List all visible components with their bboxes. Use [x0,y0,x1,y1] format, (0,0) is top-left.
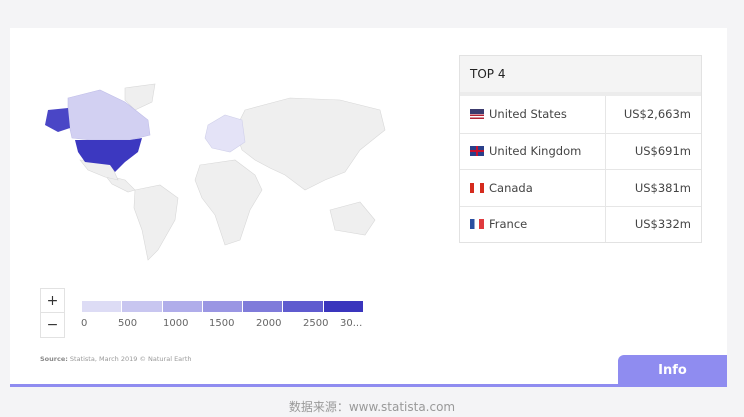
legend-swatch [122,301,162,312]
legend-swatch [243,301,283,312]
table-row: United States US$2,663m [460,96,701,133]
greenland [124,83,156,111]
legend-tick: 2500 [303,318,329,329]
table-row: United Kingdom US$691m [460,132,701,169]
legend-tick: 0 [81,318,88,329]
australia [329,201,376,236]
legend-swatch [82,301,122,312]
flag-fr-icon [470,219,484,230]
zoom-out-button[interactable]: − [46,317,59,333]
value-cell: US$691m [634,144,691,159]
flag-uk-icon [470,146,484,157]
legend-swatch [202,301,243,312]
value-cell: US$2,663m [623,107,691,122]
country-name: France [489,217,528,232]
country-cell: United Kingdom [460,133,606,169]
europe [204,114,246,153]
table-row: Canada US$381m [460,169,701,206]
source-label: Source: [40,355,68,363]
source-text: Statista, March 2019 © Natural Earth [67,355,192,363]
flag-us-icon [470,109,484,120]
info-button[interactable]: Info [618,355,727,387]
country-cell: Canada [460,170,606,206]
asia [234,97,386,191]
legend-tick: 1000 [163,318,189,329]
source-note: Source: Statista, March 2019 © Natural E… [40,355,192,363]
value-cell: US$332m [634,217,691,232]
legend-swatch [323,301,363,312]
top4-title: TOP 4 [460,56,701,96]
united-states [75,138,142,172]
zoom-in-button[interactable]: + [41,289,64,313]
legend-swatch [162,301,202,312]
flag-ca-icon [470,182,484,193]
value-cell: US$381m [634,180,691,195]
country-cell: United States [460,96,606,133]
caption: 数据来源：www.statista.com [288,400,456,414]
south-america [133,184,179,261]
world-map[interactable] [30,80,400,265]
canada [67,89,151,141]
top4-table: TOP 4 United States US$2,663m United Kingd… [459,55,702,243]
country-name: United Kingdom [489,144,582,159]
legend-tick: 2000 [256,318,282,329]
table-row: France US$332m [460,205,701,242]
legend-tick: 30... [340,318,363,329]
country-name: United States [489,107,567,122]
country-name: Canada [489,180,533,195]
africa [194,159,263,246]
central-america [104,174,136,193]
alaska [45,108,70,132]
country-cell: France [460,206,606,242]
legend-swatch [283,301,323,312]
zoom-controls: + − [40,288,65,338]
accent-line [10,384,727,387]
legend-tick: 500 [118,318,138,329]
color-legend [82,301,363,312]
legend-tick: 1500 [209,318,235,329]
